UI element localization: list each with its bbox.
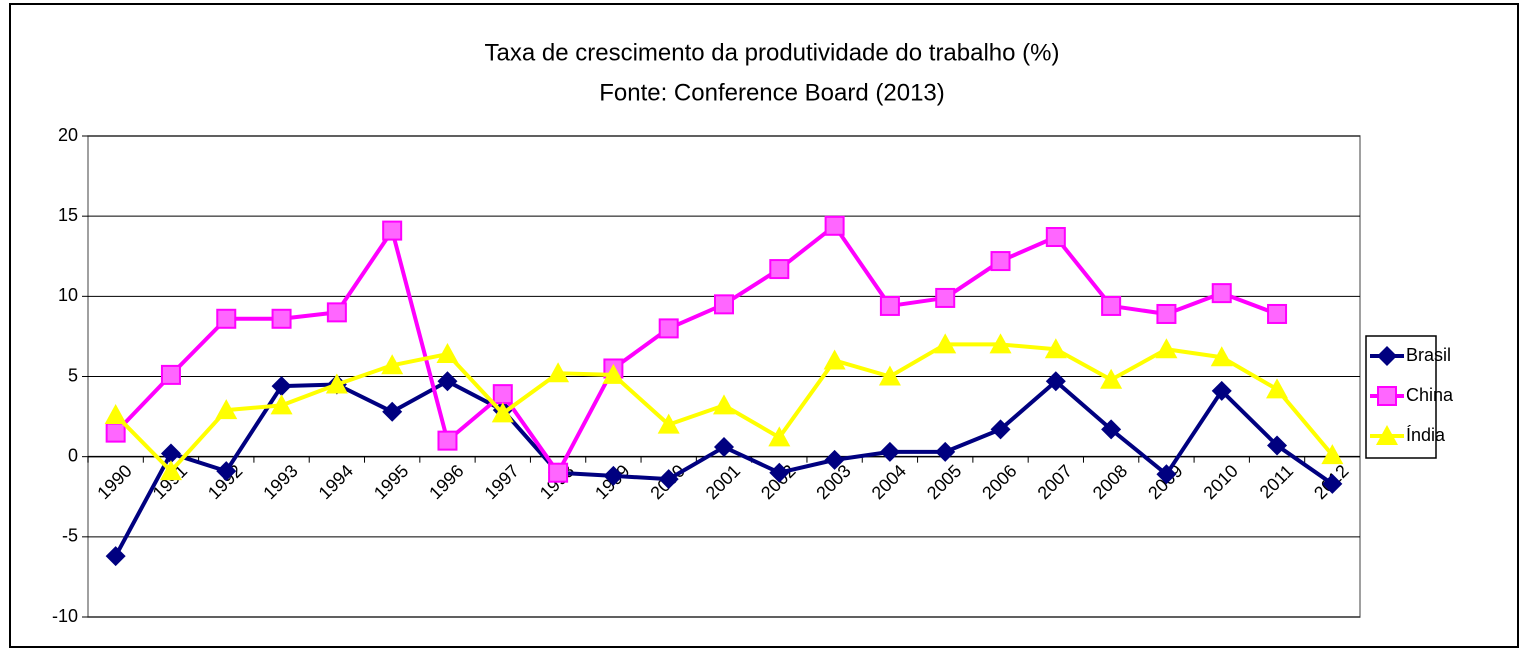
marker	[935, 287, 956, 308]
marker	[492, 384, 513, 405]
marker	[1155, 338, 1178, 359]
marker	[271, 308, 292, 329]
marker	[1101, 419, 1122, 440]
marker	[602, 363, 625, 384]
marker	[1210, 346, 1233, 367]
marker	[934, 333, 957, 354]
marker	[1045, 227, 1066, 248]
marker	[990, 251, 1011, 272]
marker	[1321, 444, 1344, 465]
marker	[1377, 346, 1397, 366]
marker	[160, 364, 181, 385]
marker	[714, 437, 734, 458]
marker	[271, 376, 292, 397]
marker	[1376, 425, 1398, 445]
marker	[990, 419, 1011, 440]
marker	[159, 460, 182, 481]
legend-label: China	[1406, 385, 1454, 405]
marker	[382, 220, 403, 241]
marker	[658, 469, 679, 490]
marker	[989, 333, 1012, 354]
marker	[326, 302, 347, 323]
series-line	[114, 223, 1278, 475]
chart-title: Taxa de crescimento da produtividade do …	[485, 39, 1060, 66]
marker	[1156, 464, 1177, 485]
y-tick-label: -10	[52, 606, 78, 626]
marker	[1101, 295, 1122, 316]
legend-label: Índia	[1406, 425, 1446, 445]
chart-subtitle: Fonte: Conference Board (2013)	[599, 79, 945, 106]
marker	[1377, 386, 1397, 406]
marker	[216, 308, 237, 329]
marker	[1156, 303, 1177, 324]
legend-label: Brasil	[1406, 345, 1451, 365]
marker	[713, 394, 735, 415]
marker	[935, 441, 956, 462]
marker	[491, 402, 514, 423]
marker	[270, 394, 293, 415]
marker	[1322, 473, 1343, 494]
marker	[658, 318, 679, 339]
marker	[160, 443, 181, 464]
marker	[437, 430, 458, 451]
marker	[769, 462, 790, 483]
marker	[1211, 283, 1232, 304]
y-tick-label: -5	[62, 526, 78, 546]
marker	[1045, 371, 1066, 392]
marker	[382, 401, 403, 422]
marker	[1266, 378, 1289, 399]
y-tick-label: 5	[68, 365, 78, 385]
marker	[104, 403, 127, 424]
marker	[105, 422, 126, 443]
y-tick-label: 10	[58, 285, 78, 305]
marker	[878, 365, 901, 386]
marker	[879, 295, 900, 316]
marker	[603, 465, 624, 486]
y-tick-label: 15	[58, 205, 78, 225]
marker	[1267, 303, 1288, 324]
marker	[1267, 435, 1288, 456]
y-tick-label: 20	[58, 125, 78, 145]
marker	[1211, 380, 1232, 401]
marker	[216, 461, 237, 482]
marker	[1100, 368, 1123, 389]
marker	[769, 259, 790, 280]
marker	[436, 343, 459, 364]
marker	[823, 349, 846, 370]
marker	[824, 215, 845, 236]
marker	[1044, 338, 1067, 359]
marker	[325, 373, 348, 394]
marker	[714, 294, 734, 315]
marker	[657, 413, 680, 434]
marker	[768, 426, 791, 447]
y-tick-label: 0	[68, 445, 78, 465]
marker	[548, 462, 569, 483]
marker	[547, 362, 570, 383]
marker	[437, 371, 458, 392]
marker	[381, 354, 404, 375]
marker	[879, 441, 900, 462]
marker	[824, 449, 845, 470]
marker	[215, 399, 238, 420]
marker	[105, 546, 126, 567]
